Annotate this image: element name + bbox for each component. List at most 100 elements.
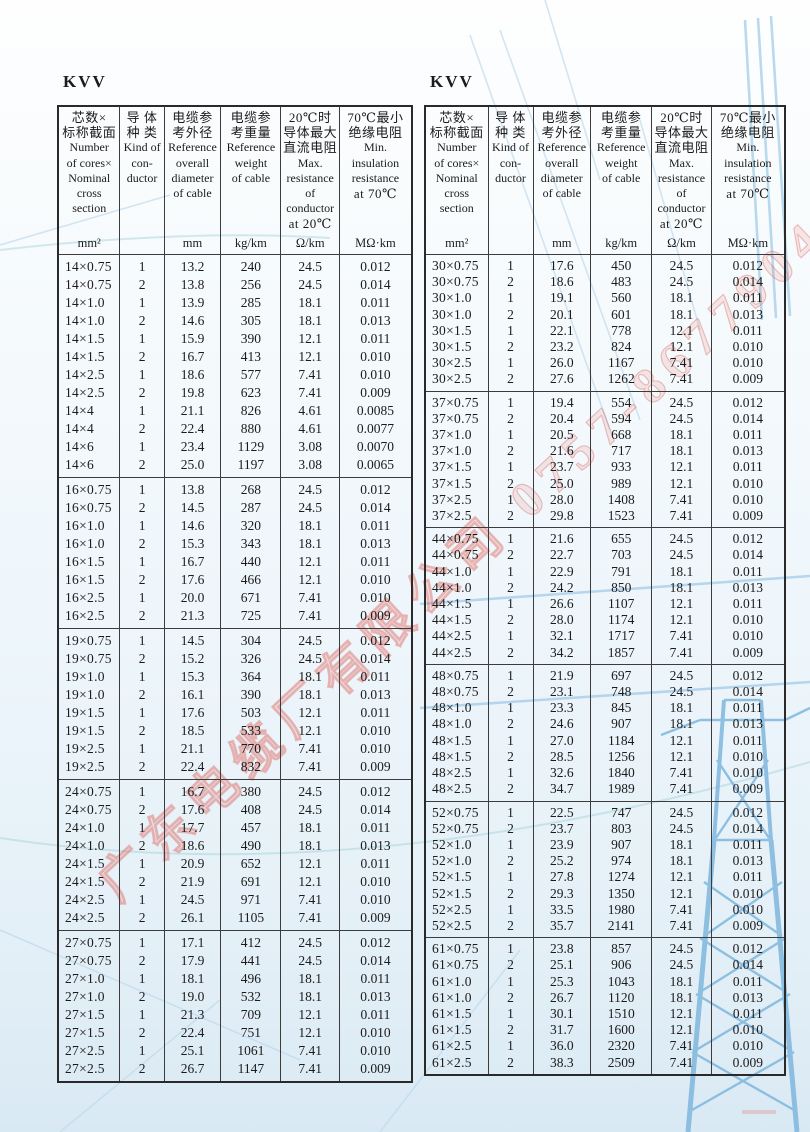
- cell-resistance: 7.41: [280, 366, 340, 384]
- header-line: 种 类: [126, 125, 158, 141]
- cell-cores: 24×2.5: [57, 909, 121, 931]
- cell-diameter: 13.8: [163, 477, 222, 499]
- cell-weight: 1107: [590, 596, 653, 613]
- cell-insulation: 0.012: [338, 628, 413, 650]
- header-line: 电缆参: [541, 110, 583, 125]
- cell-conductor: 1: [487, 869, 534, 886]
- cell-diameter: 14.5: [163, 499, 222, 517]
- cell-conductor: 2: [487, 716, 534, 733]
- cell-diameter: 27.6: [532, 371, 592, 392]
- cell-diameter: 23.7: [532, 459, 592, 476]
- cell-conductor: 2: [487, 644, 534, 665]
- cell-weight: 268: [220, 477, 282, 499]
- cell-conductor: 2: [487, 371, 534, 392]
- cell-resistance: 7.41: [651, 508, 712, 528]
- cell-resistance: 7.41: [280, 589, 340, 607]
- cell-weight: 803: [590, 820, 653, 837]
- header-line: Min.: [363, 140, 387, 155]
- cell-resistance: 7.41: [651, 1054, 712, 1075]
- cell-insulation: 0.014: [710, 410, 786, 428]
- table-row: 27×1.5 1 21.3 709 12.1 0.011: [57, 1006, 413, 1024]
- cell-weight: 532: [220, 988, 282, 1006]
- cell-resistance: 12.1: [280, 722, 340, 740]
- cell-conductor: 1: [487, 254, 534, 275]
- table-row: 61×1.5 2 31.7 1600 12.1 0.010: [424, 1022, 786, 1039]
- header-line: overall: [545, 155, 579, 170]
- header-unit: mm²: [77, 236, 101, 250]
- cell-cores: 27×2.5: [57, 1060, 121, 1082]
- header-line: of cable: [231, 170, 271, 185]
- cell-conductor: 2: [119, 650, 165, 668]
- cell-weight: 845: [590, 700, 653, 717]
- cell-diameter: 21.9: [532, 664, 592, 685]
- table-row: 52×1.0 2 25.2 974 18.1 0.013: [424, 853, 786, 870]
- cell-weight: 709: [220, 1006, 282, 1024]
- cell-resistance: 24.5: [280, 801, 340, 819]
- cell-weight: 1717: [590, 628, 653, 645]
- cell-weight: 1600: [590, 1022, 653, 1039]
- cell-cores: 37×1.0: [424, 427, 489, 444]
- table-row: 44×2.5 1 32.1 1717 7.41 0.010: [424, 628, 786, 645]
- cell-cores: 37×1.0: [424, 443, 489, 460]
- header-line: conductor: [657, 201, 706, 216]
- cell-diameter: 23.3: [532, 700, 592, 717]
- cell-insulation: 0.012: [338, 477, 413, 499]
- cell-resistance: 7.41: [651, 371, 712, 392]
- cell-conductor: 1: [487, 563, 534, 580]
- cell-resistance: 24.5: [651, 527, 712, 548]
- table-row: 14×1.5 2 16.7 413 12.1 0.010: [57, 348, 413, 366]
- cell-conductor: 1: [487, 628, 534, 645]
- cell-resistance: 7.41: [280, 740, 340, 758]
- header-line: 电缆参: [230, 110, 272, 125]
- table-row: 48×0.75 1 21.9 697 24.5 0.012: [424, 664, 786, 685]
- header-line: Max.: [668, 155, 694, 170]
- table-row: 37×2.5 2 29.8 1523 7.41 0.009: [424, 508, 786, 528]
- cell-cores: 19×1.0: [57, 668, 121, 686]
- header-line: resistance: [657, 170, 706, 185]
- cell-weight: 725: [220, 607, 282, 629]
- cell-diameter: 28.0: [532, 612, 592, 629]
- table-row: 24×1.0 2 18.6 490 18.1 0.013: [57, 837, 413, 855]
- cell-insulation: 0.010: [710, 885, 786, 902]
- header-line: 芯数×: [439, 110, 475, 125]
- header-line: weight: [234, 155, 268, 170]
- cell-insulation: 0.010: [338, 366, 413, 384]
- cell-diameter: 24.2: [532, 579, 592, 597]
- cell-cores: 16×1.0: [57, 517, 121, 535]
- cell-conductor: 1: [119, 779, 165, 801]
- header-line: 20℃时: [288, 110, 332, 125]
- table-row: 30×2.5 2 27.6 1262 7.41 0.009: [424, 371, 786, 392]
- cell-weight: 343: [220, 535, 282, 553]
- cell-insulation: 0.009: [710, 508, 786, 528]
- cell-resistance: 24.5: [651, 937, 712, 958]
- table-row: 44×0.75 1 21.6 655 24.5 0.012: [424, 527, 786, 548]
- cell-insulation: 0.014: [710, 274, 786, 291]
- table-row: 19×2.5 1 21.1 770 7.41 0.010: [57, 740, 413, 758]
- cell-resistance: 7.41: [651, 765, 712, 782]
- cell-weight: 390: [220, 330, 282, 348]
- cell-diameter: 23.2: [532, 339, 592, 356]
- cell-diameter: 20.0: [163, 589, 222, 607]
- cell-cores: 61×1.0: [424, 973, 489, 990]
- cell-conductor: 2: [119, 758, 165, 780]
- cell-cores: 48×0.75: [424, 684, 489, 701]
- cell-weight: 655: [590, 527, 653, 548]
- cell-conductor: 2: [487, 917, 534, 938]
- table-row: 16×1.0 2 15.3 343 18.1 0.013: [57, 535, 413, 553]
- table-row: 27×1.5 2 22.4 751 12.1 0.010: [57, 1024, 413, 1042]
- cell-conductor: 2: [487, 957, 534, 974]
- table-row: 52×1.5 2 29.3 1350 12.1 0.010: [424, 885, 786, 902]
- cell-conductor: 1: [487, 322, 534, 340]
- cell-cores: 27×1.5: [57, 1024, 121, 1042]
- cell-weight: 1167: [590, 355, 653, 372]
- table-row: 14×4 2 22.4 880 4.61 0.0077: [57, 420, 413, 438]
- cell-weight: 747: [590, 801, 653, 821]
- cell-resistance: 24.5: [651, 957, 712, 974]
- cell-resistance: 18.1: [280, 312, 340, 330]
- cell-conductor: 2: [119, 988, 165, 1006]
- cell-weight: 304: [220, 628, 282, 650]
- cell-weight: 1197: [220, 456, 282, 478]
- cell-diameter: 35.7: [532, 917, 592, 938]
- cell-resistance: 24.5: [651, 274, 712, 291]
- cell-cores: 27×0.75: [57, 930, 121, 952]
